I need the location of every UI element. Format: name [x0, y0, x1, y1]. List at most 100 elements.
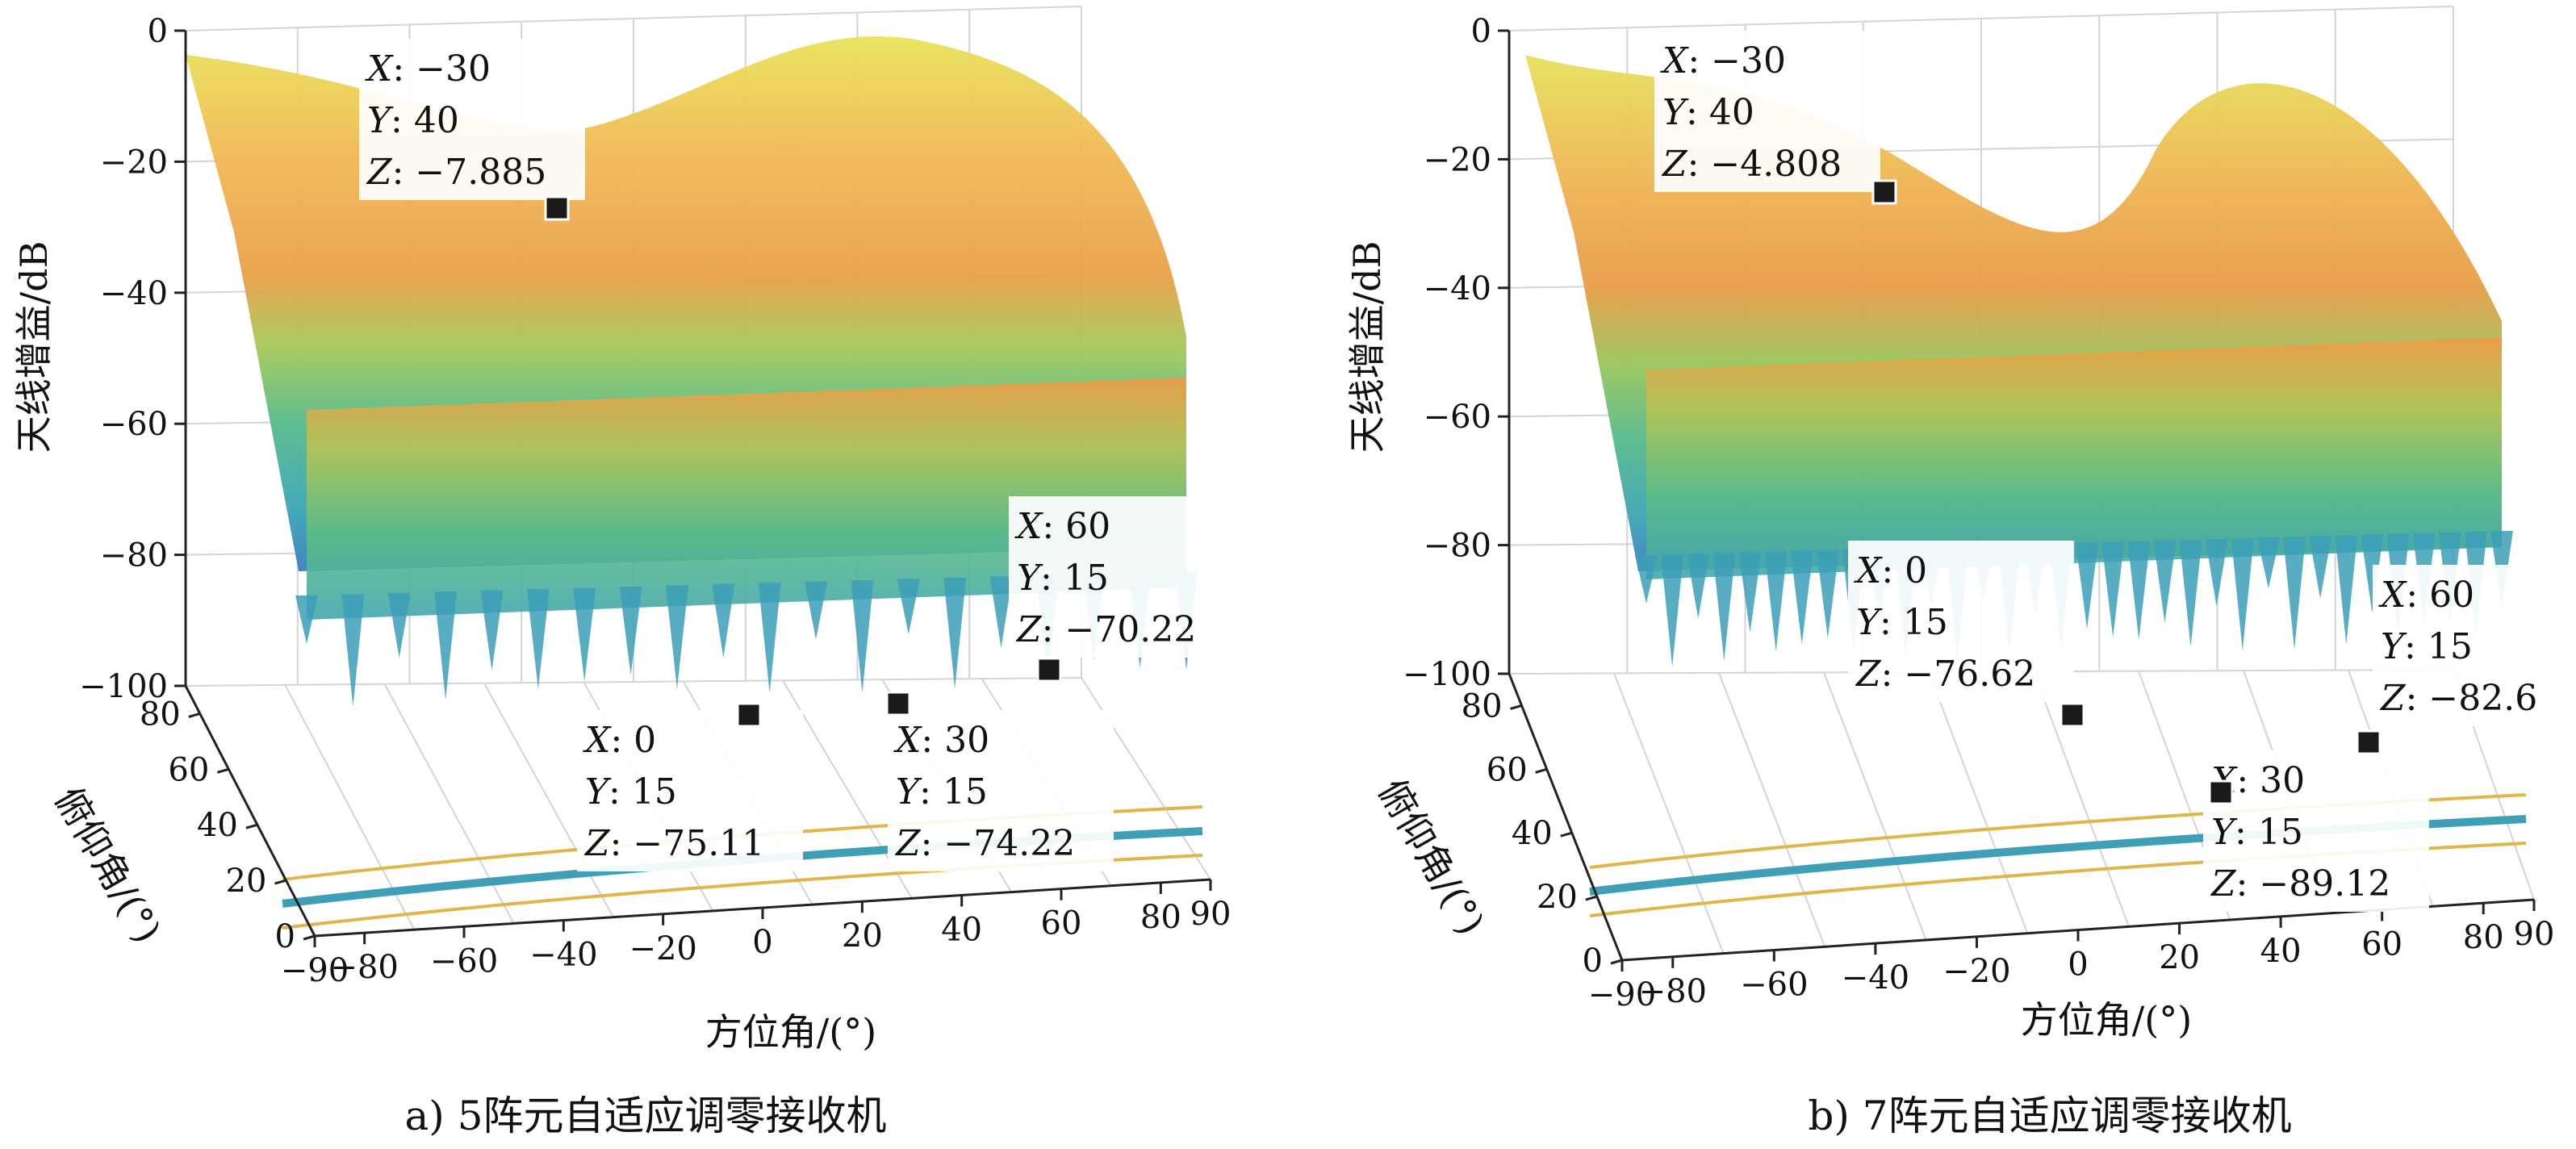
datatip-value: : 15 [2235, 812, 2303, 853]
datatip-value: : 15 [608, 771, 677, 813]
surface-spike [2101, 541, 2125, 637]
surface-spike [434, 591, 458, 700]
x-tick-label: 0 [752, 924, 772, 961]
surface-spike [1816, 549, 1839, 639]
datatip-key: X [1854, 550, 1883, 591]
datatip-box [577, 710, 803, 871]
x-tick-label: −90 [1588, 976, 1656, 1013]
z-tick-label: −80 [100, 537, 168, 574]
y-axis [184, 685, 316, 937]
datatip-value: : −7.885 [392, 152, 547, 193]
datatip-box [2373, 565, 2576, 726]
surface-spike [619, 586, 642, 675]
surface-spike [2256, 537, 2280, 589]
axes: 0−20−40−60−80−100−90−80 −60 −40 −20 0 20 40 60 8… [79, 13, 1231, 989]
floor-gridline [1928, 671, 2029, 934]
x-tick-label: −20 [1942, 953, 2010, 990]
datatip: X: 0 Y: 15 Z: −76.62 [1848, 541, 2085, 728]
surface-spike [1764, 551, 1788, 652]
surface-spike [2205, 539, 2228, 607]
surface-spike [1635, 555, 1658, 604]
y-tick [274, 879, 286, 885]
surface-spike [2153, 540, 2177, 624]
surface-spike [341, 594, 365, 707]
floor-gridline [1823, 671, 1927, 941]
y-tick [1585, 895, 1598, 901]
x-axis-label: 方位角/(°) [705, 1010, 876, 1054]
datatip-value: : 0 [610, 720, 656, 761]
z-tick-label: −60 [100, 406, 168, 443]
floor-gridline [1718, 672, 1826, 947]
datatip-key: Y [367, 100, 394, 141]
surface-spike [573, 587, 596, 682]
y-tick [1560, 831, 1573, 838]
surface-spike [665, 585, 688, 690]
datatip-row: Z: −89.12 [2210, 863, 2390, 905]
datatip-marker [2208, 779, 2234, 805]
datatip-key: X [2378, 574, 2407, 616]
y-tick-label: 0 [275, 918, 295, 955]
datatip-row: X: 30 [893, 720, 989, 761]
datatip-key: X [1660, 40, 1689, 81]
datatip-row: Y: 15 [896, 771, 988, 813]
surface-spike [2076, 542, 2099, 629]
x-tick-label: −20 [629, 930, 696, 967]
datatip-row: X: 60 [2378, 574, 2474, 616]
datatip-key: Z [1661, 144, 1688, 185]
surface-spike [2283, 537, 2306, 650]
y-axis [1508, 673, 1624, 961]
surface-spike [712, 583, 735, 658]
x-tick-label: 80 [1140, 899, 1181, 936]
datatip-value: : 40 [1686, 92, 1754, 133]
datatip-value: : 15 [2404, 626, 2473, 667]
datatip-box [1848, 541, 2074, 702]
surface-ridge [1646, 337, 2502, 579]
surface-spike [897, 579, 920, 635]
datatip-key: X [583, 720, 612, 761]
z-tick-label: −80 [1424, 528, 1491, 565]
surface-spike [1712, 553, 1736, 662]
datatip-row: Z: −74.22 [894, 823, 1075, 864]
datatip-value: : −89.12 [2236, 863, 2391, 905]
surface-spike [989, 576, 1013, 649]
surface-spike [480, 590, 504, 671]
x-tick-label: 20 [2159, 939, 2200, 976]
datatip-marker [2356, 729, 2382, 755]
datatip-row: Y: 40 [367, 100, 459, 141]
datatip: X: 60 Y: 15 Z: −82.6 [2356, 565, 2576, 755]
datatip-value: : 30 [2236, 760, 2305, 801]
surface-spike [1790, 550, 1813, 645]
datatip-value: : −82.6 [2406, 678, 2538, 719]
datatip-row: Z: −76.62 [1855, 654, 2035, 695]
datatip-key: Y [896, 771, 922, 813]
surface-spike [2335, 535, 2358, 645]
datatip-key: Z [2210, 863, 2237, 905]
floor-gridline [1613, 673, 1725, 955]
surface-spike [526, 589, 550, 689]
datatip-box [888, 710, 1114, 871]
datatip-value: : 15 [919, 771, 988, 813]
surface-ridge [307, 378, 1186, 620]
datatip-key: Z [366, 152, 393, 193]
datatip-row: Y: 15 [2211, 812, 2303, 853]
datatip-row: Y: 15 [585, 771, 677, 813]
surface-spike [805, 581, 828, 640]
x-tick-label: 80 [2463, 919, 2504, 956]
datatip-key: Z [894, 823, 922, 864]
y-axis-label: 俯仰角/(°) [1370, 772, 1493, 942]
datatip-row: Y: 40 [1662, 92, 1754, 133]
y-tick-label: 80 [140, 696, 181, 733]
datatip-marker [1036, 657, 1062, 683]
y-tick-label: 60 [168, 751, 209, 788]
datatip-key: Z [583, 823, 611, 864]
surface-spike [2361, 534, 2384, 613]
datatip-row: Z: −7.885 [366, 152, 546, 193]
datatip-row: Y: 15 [1017, 558, 1109, 599]
datatip-key: Y [2211, 812, 2238, 853]
datatip: X: 60 Y: 15 Z: −70.22 [1009, 496, 1235, 683]
datatip-key: Z [1015, 609, 1043, 650]
y-tick-label: 20 [1537, 879, 1578, 916]
z-tick-label: −40 [1424, 270, 1491, 307]
datatip-box [2203, 750, 2429, 912]
